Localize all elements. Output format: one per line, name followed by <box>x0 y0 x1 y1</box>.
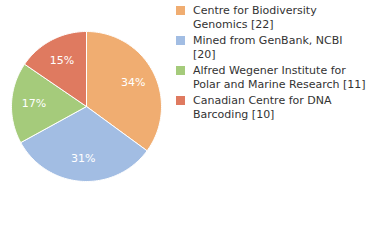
svg-text:34%: 34% <box>121 76 145 89</box>
svg-text:31%: 31% <box>71 152 95 165</box>
html-text:Centre for Biodiversity Genomi: Centre for Biodiversity Genomics [22] <box>193 4 317 31</box>
html-text:Canadian Centre for DNA Barcod: Canadian Centre for DNA Barcoding [10] <box>193 94 332 121</box>
svg-text:15%: 15% <box>50 54 74 67</box>
html-text:Alfred Wegener Institute for P: Alfred Wegener Institute for Polar and M… <box>193 64 366 91</box>
svg-text:17%: 17% <box>22 97 46 110</box>
html-text:Mined from GenBank, NCBI [20]: Mined from GenBank, NCBI [20] <box>193 34 343 61</box>
